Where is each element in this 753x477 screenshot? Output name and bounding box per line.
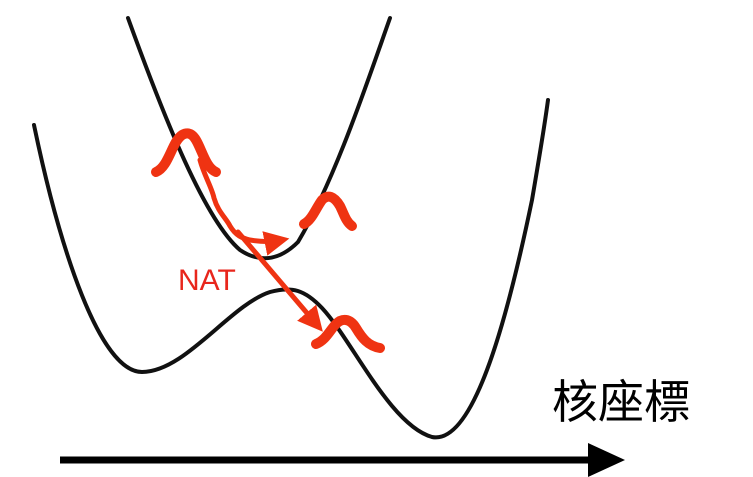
nat-transition-arrow — [235, 229, 323, 332]
lower-potential-curve — [32, 98, 550, 440]
axis-label: 核座標 — [552, 375, 690, 429]
wavepacket-initial — [151, 128, 221, 177]
wavepacket-lower — [311, 314, 385, 353]
trajectory-upper-wavy — [197, 157, 290, 256]
nat-label: NAT — [178, 264, 236, 297]
axis-arrowhead-icon — [588, 443, 625, 477]
wavepacket-upper-final — [299, 191, 357, 231]
